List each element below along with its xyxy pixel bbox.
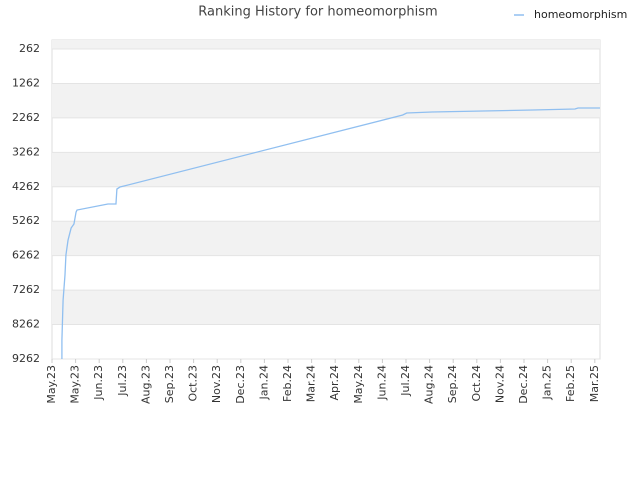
x-tick-label: Oct.23 bbox=[187, 365, 200, 402]
x-tick-label: Feb.24 bbox=[281, 365, 294, 402]
grid-band bbox=[52, 83, 600, 118]
x-tick-label: Jan.24 bbox=[257, 365, 270, 400]
chart-title: Ranking History for homeomorphism bbox=[198, 5, 437, 20]
grid-band bbox=[52, 221, 600, 256]
x-tick-label: Oct.24 bbox=[470, 365, 483, 402]
x-tick-label: Nov.23 bbox=[210, 365, 223, 403]
legend-label: homeomorphism bbox=[534, 8, 627, 21]
x-tick-label: Apr.24 bbox=[328, 365, 341, 401]
x-tick-label: Feb.25 bbox=[564, 365, 577, 402]
y-tick-label: 2262 bbox=[12, 111, 40, 124]
y-tick-label: 6262 bbox=[12, 249, 40, 262]
x-tick-label: May.23 bbox=[69, 365, 82, 404]
x-tick-label: May.23 bbox=[45, 365, 58, 404]
x-tick-label: Aug.24 bbox=[423, 365, 436, 404]
x-tick-label: Jul.24 bbox=[399, 365, 412, 397]
y-tick-label: 8262 bbox=[12, 318, 40, 331]
y-tick-label: 5262 bbox=[12, 214, 40, 227]
line bbox=[61, 107, 600, 359]
y-tick-label: 262 bbox=[19, 42, 40, 55]
y-tick-label: 1262 bbox=[12, 76, 40, 89]
x-tick-label: Jul.23 bbox=[116, 365, 129, 397]
x-tick-label: Jun.23 bbox=[92, 365, 105, 401]
x-tick-label: Nov.24 bbox=[493, 365, 506, 403]
x-tick-label: Jun.24 bbox=[375, 365, 388, 401]
x-tick-label: Aug.23 bbox=[139, 365, 152, 404]
x-tick-label: Dec.24 bbox=[517, 365, 530, 404]
x-tick-label: Mar.25 bbox=[588, 365, 601, 402]
x-tick-label: Mar.24 bbox=[305, 365, 318, 402]
x-tick-label: Sep.24 bbox=[446, 365, 459, 403]
y-tick-label: 3262 bbox=[12, 145, 40, 158]
x-tick-label: Sep.23 bbox=[163, 365, 176, 403]
y-tick-label: 4262 bbox=[12, 180, 40, 193]
y-tick-label: 7262 bbox=[12, 283, 40, 296]
x-tick-label: May.24 bbox=[352, 365, 365, 404]
x-tick-label: Jan.25 bbox=[541, 365, 554, 400]
grid-band bbox=[52, 290, 600, 325]
grid-band bbox=[52, 40, 600, 50]
grid-band bbox=[52, 152, 600, 187]
x-tick-label: Dec.23 bbox=[234, 365, 247, 404]
y-tick-label: 9262 bbox=[12, 352, 40, 365]
